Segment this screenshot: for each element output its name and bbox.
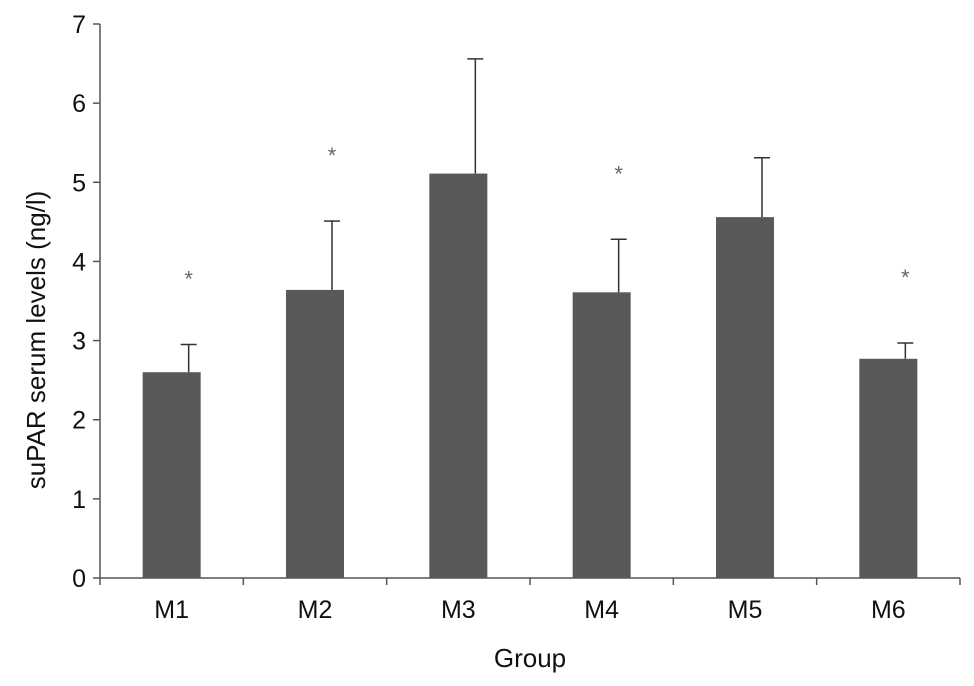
y-tick-label: 1 [72, 486, 86, 514]
y-tick-label: 3 [72, 328, 86, 356]
x-tick-label: M6 [871, 596, 906, 624]
bar-m1 [142, 372, 201, 578]
y-tick-label: 4 [72, 248, 86, 276]
significance-star: * [614, 161, 623, 186]
significance-star: * [184, 267, 193, 292]
bar-m5 [716, 217, 774, 578]
bars [142, 173, 918, 578]
x-tick-label: M2 [298, 596, 333, 624]
y-tick-label: 6 [72, 90, 86, 118]
bar-m3 [429, 173, 488, 578]
x-axis-label: Group [494, 643, 566, 673]
significance-star: * [901, 265, 910, 290]
y-axis-ticks: 0 1 2 3 4 5 6 7 [72, 11, 100, 593]
y-tick-label: 0 [72, 565, 86, 593]
bar-m4 [572, 292, 631, 578]
x-tick-label: M4 [584, 596, 619, 624]
significance-star: * [328, 143, 337, 168]
y-tick-label: 7 [72, 11, 86, 39]
y-axis-label: suPAR serum levels (ng/l) [21, 191, 51, 490]
significance-markers: * * * * [184, 143, 910, 291]
x-tick-label: M1 [154, 596, 189, 624]
y-tick-label: 2 [72, 407, 86, 435]
x-axis-ticks: M1 M2 M3 M4 M5 M6 [99, 578, 961, 624]
bar-m6 [859, 358, 918, 578]
y-tick-label: 5 [72, 169, 86, 197]
bar-m2 [286, 289, 344, 578]
x-tick-label: M3 [441, 596, 476, 624]
error-bars [180, 58, 914, 373]
x-tick-label: M5 [728, 596, 763, 624]
